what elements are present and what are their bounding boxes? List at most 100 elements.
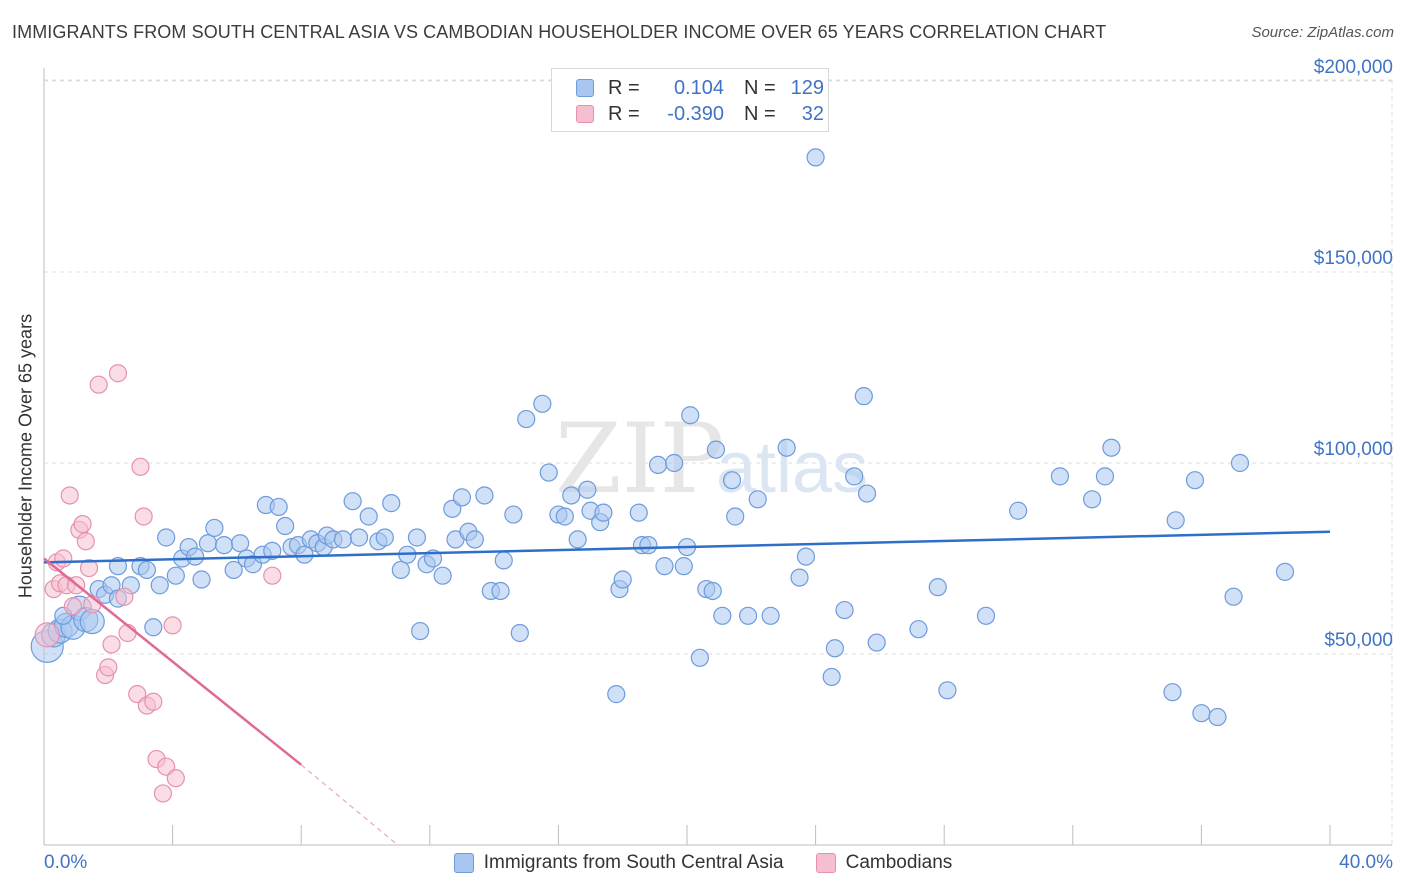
y-tick-label: $50,000 [1324, 630, 1393, 651]
data-point-immigrants [976, 606, 996, 625]
data-point-cambodians [153, 784, 173, 803]
data-point-immigrants [938, 681, 957, 700]
data-point-cambodians [102, 635, 121, 654]
data-point-immigrants [703, 581, 722, 601]
data-point-immigrants [433, 566, 452, 585]
data-point-cambodians [134, 507, 153, 526]
data-point-cambodians [79, 558, 99, 578]
data-point-immigrants [192, 570, 211, 589]
data-point-immigrants [867, 633, 886, 652]
data-point-immigrants [263, 541, 282, 560]
data-point-immigrants [224, 560, 243, 580]
correlation-legend: R = 0.104 N = 129 R = -0.390 N = 32 [551, 68, 829, 132]
data-point-immigrants [1192, 704, 1211, 723]
data-point-cambodians [144, 692, 163, 711]
data-point-immigrants [713, 606, 732, 625]
trendline-cambodians-extension [300, 764, 399, 846]
series-legend-label: Cambodians [845, 852, 953, 873]
data-point-immigrants [517, 409, 536, 429]
data-point-immigrants [822, 667, 841, 687]
data-point-immigrants [806, 148, 825, 167]
legend-r-label: R = [608, 76, 640, 99]
data-point-immigrants [726, 507, 745, 526]
y-tick-label: $150,000 [1314, 248, 1393, 269]
data-point-immigrants [909, 620, 928, 639]
data-point-immigrants [1095, 467, 1115, 486]
data-point-immigrants [1275, 562, 1295, 581]
data-point-cambodians [131, 457, 150, 476]
data-point-cambodians [34, 622, 60, 648]
legend-n-value: 129 [790, 76, 824, 99]
chart-title: IMMIGRANTS FROM SOUTH CENTRAL ASIA VS CA… [12, 22, 1107, 42]
data-point-immigrants [1009, 501, 1028, 520]
data-point-immigrants [1082, 490, 1102, 509]
data-point-immigrants [539, 463, 558, 482]
data-point-immigrants [648, 455, 668, 475]
legend-swatch-pink [576, 105, 594, 123]
legend-r-value: -0.390 [667, 102, 724, 125]
data-point-immigrants [1208, 707, 1227, 727]
data-point-immigrants [1050, 467, 1070, 486]
data-point-immigrants [681, 406, 700, 425]
x-tick-label-max: 40.0% [1339, 852, 1393, 873]
data-point-immigrants [928, 578, 947, 597]
data-point-immigrants [475, 486, 494, 505]
series-legend: Immigrants from South Central Asia Cambo… [0, 852, 1406, 874]
trend-layer [43, 530, 1331, 846]
legend-r-label: R = [608, 102, 640, 125]
series-legend-item-immigrants: Immigrants from South Central Asia [453, 852, 784, 874]
data-point-immigrants [722, 471, 742, 490]
y-tick-label: $100,000 [1314, 439, 1393, 460]
data-point-immigrants [276, 516, 295, 536]
data-point-immigrants [198, 534, 218, 553]
legend-n-label: N = [744, 76, 776, 99]
data-point-immigrants [845, 467, 864, 486]
legend-row-immigrants: R = 0.104 N = 129 [576, 77, 824, 99]
data-point-immigrants [533, 394, 552, 413]
data-point-immigrants [214, 536, 234, 555]
data-point-immigrants [777, 438, 796, 457]
data-point-immigrants [144, 618, 163, 637]
y-tick-label: $200,000 [1314, 57, 1393, 78]
series-swatch-blue [453, 853, 474, 873]
data-point-immigrants [1163, 683, 1182, 702]
data-point-immigrants [857, 484, 877, 503]
data-point-immigrants [562, 486, 581, 505]
data-point-immigrants [629, 503, 648, 522]
data-point-immigrants [166, 566, 185, 585]
data-point-cambodians [76, 532, 95, 551]
data-point-immigrants [343, 492, 362, 511]
data-point-immigrants [594, 503, 613, 522]
data-point-cambodians [263, 566, 282, 585]
data-point-immigrants [465, 530, 484, 549]
data-point-immigrants [349, 528, 369, 547]
data-point-immigrants [835, 600, 854, 620]
data-point-cambodians [99, 658, 118, 677]
data-point-immigrants [674, 557, 693, 576]
legend-n-label: N = [744, 102, 776, 125]
data-point-cambodians [63, 597, 83, 616]
data-point-cambodians [89, 375, 108, 394]
legend-row-cambodians: R = -0.390 N = 32 [576, 103, 824, 125]
source-label: Source: ZipAtlas.com [1251, 24, 1394, 41]
data-point-immigrants [382, 494, 401, 513]
data-point-immigrants [1230, 453, 1250, 473]
data-point-immigrants [407, 528, 427, 547]
data-point-immigrants [738, 606, 758, 625]
data-point-cambodians [163, 616, 182, 635]
data-point-immigrants [231, 534, 250, 553]
data-point-immigrants [854, 387, 873, 406]
data-point-immigrants [452, 488, 472, 507]
data-point-immigrants [613, 570, 632, 589]
tick-layer: $50,000 $100,000 $150,000 $200,000 [172, 57, 1393, 845]
data-point-immigrants [1166, 511, 1185, 530]
data-point-immigrants [655, 557, 674, 576]
data-point-immigrants [269, 497, 288, 517]
data-point-cambodians [115, 587, 134, 606]
data-point-immigrants [1224, 587, 1243, 606]
data-point-immigrants [186, 547, 205, 566]
legend-swatch-blue [576, 79, 594, 97]
data-point-immigrants [494, 551, 513, 570]
data-point-immigrants [607, 685, 626, 704]
